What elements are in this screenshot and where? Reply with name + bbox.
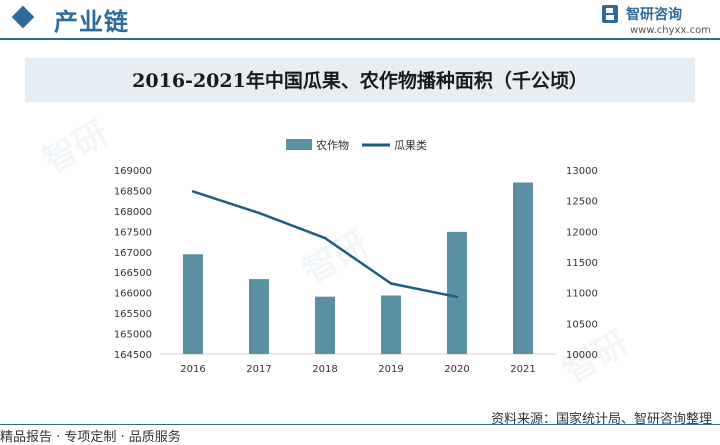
- left-axis-tick-label: 169000: [114, 166, 152, 177]
- left-axis-tick-label: 165500: [114, 309, 152, 320]
- line-point-2019: [389, 282, 393, 285]
- chart-title-band: 2016-2021年中国瓜果、农作物播种面积（千公顷）: [25, 58, 695, 102]
- right-axis-tick-label: 12500: [566, 197, 598, 208]
- legend-label-line: 瓜果类: [394, 138, 427, 152]
- x-tick-label: 2021: [510, 364, 535, 375]
- line-series-瓜果类: [192, 190, 458, 299]
- right-axis-tick-label: 13000: [566, 166, 598, 177]
- right-axis-tick-label: 11000: [566, 289, 598, 300]
- footer-divider: [0, 424, 720, 425]
- brand: 智研咨询 www.chyxx.com: [602, 4, 712, 38]
- header: 产业链 智研咨询 www.chyxx.com: [0, 0, 720, 42]
- left-axis-tick-label: 167500: [114, 227, 152, 238]
- header-divider: [0, 38, 720, 40]
- bar-2018: [315, 296, 335, 354]
- source-note: 资料来源：国家统计局、智研咨询整理: [490, 412, 712, 427]
- line-point-2017: [257, 211, 261, 215]
- left-axis-tick-label: 166500: [114, 268, 152, 279]
- bar-2021: [513, 182, 533, 354]
- left-axis-tick-label: 168000: [114, 207, 152, 218]
- x-tick-label: 2018: [312, 364, 337, 375]
- bar-2019: [381, 295, 401, 354]
- chart-title: 2016-2021年中国瓜果、农作物播种面积（千公顷）: [132, 70, 588, 92]
- line-point-2018: [323, 236, 327, 240]
- x-tick-label: 2019: [378, 364, 403, 375]
- left-axis-tick-label: 164500: [114, 350, 152, 361]
- x-tick-label: 2016: [180, 364, 205, 375]
- x-tick-label: 2020: [444, 364, 469, 375]
- right-axis-tick-label: 10000: [566, 350, 598, 361]
- left-axis-tick-label: 165000: [114, 330, 152, 341]
- bar-2016: [183, 254, 203, 354]
- line-point-2020: [455, 295, 459, 299]
- line-point-2016: [191, 190, 195, 193]
- right-axis-tick-label: 10500: [566, 319, 598, 330]
- brand-name: 智研咨询: [626, 7, 682, 23]
- x-tick-label: 2017: [246, 364, 271, 375]
- left-axis-tick-label: 167000: [114, 248, 152, 259]
- legend-label-bar: 农作物: [316, 138, 349, 152]
- left-axis-tick-label: 168500: [114, 186, 152, 197]
- right-axis-tick-label: 11500: [566, 258, 598, 269]
- footer-tagline: 精品报告 · 专项定制 · 品质服务: [0, 430, 181, 445]
- brand-url: www.chyxx.com: [630, 25, 711, 36]
- bar-2020: [447, 231, 467, 354]
- legend-swatch-bar: [286, 139, 312, 150]
- right-axis-tick-label: 12000: [566, 227, 598, 238]
- section-title: 产业链: [54, 8, 129, 36]
- left-axis-tick-label: 166000: [114, 289, 152, 300]
- bar-2017: [249, 279, 269, 354]
- brand-logo-icon: [602, 5, 618, 23]
